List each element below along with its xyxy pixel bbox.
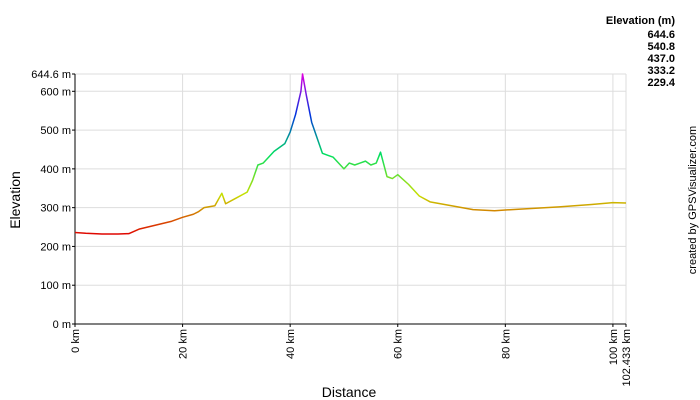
y-tick-label: 644.6 m — [31, 69, 71, 81]
y-tick-label: 300 m — [40, 203, 71, 215]
legend-value: 644.6 — [647, 29, 675, 41]
credit: created by GPSVisualizer.com — [687, 126, 699, 274]
x-tick-label: 0 km — [70, 329, 82, 353]
x-tick-label: 102.433 km — [621, 329, 633, 386]
legend-value: 437.0 — [647, 53, 675, 65]
elevation-line — [74, 73, 627, 235]
x-tick-label: 60 km — [393, 329, 405, 359]
y-tick-label: 0 m — [53, 319, 71, 331]
y-axis-label: Elevation — [7, 171, 23, 229]
y-tick-label: 200 m — [40, 241, 71, 253]
y-tick-label: 500 m — [40, 125, 71, 137]
legend-title: Elevation (m) — [606, 15, 675, 27]
x-tick-label: 40 km — [285, 329, 297, 359]
x-tick-label: 20 km — [178, 329, 190, 359]
legend-value: 229.4 — [647, 77, 675, 89]
legend-value: 540.8 — [647, 41, 675, 53]
legend-value: 333.2 — [647, 65, 675, 77]
y-tick-label: 400 m — [40, 164, 71, 176]
x-tick-label: 80 km — [500, 329, 512, 359]
y-tick-label: 600 m — [40, 86, 71, 98]
y-tick-label: 100 m — [40, 280, 71, 292]
x-tick-label: 100 km — [608, 329, 620, 365]
x-axis-label: Distance — [322, 384, 377, 400]
